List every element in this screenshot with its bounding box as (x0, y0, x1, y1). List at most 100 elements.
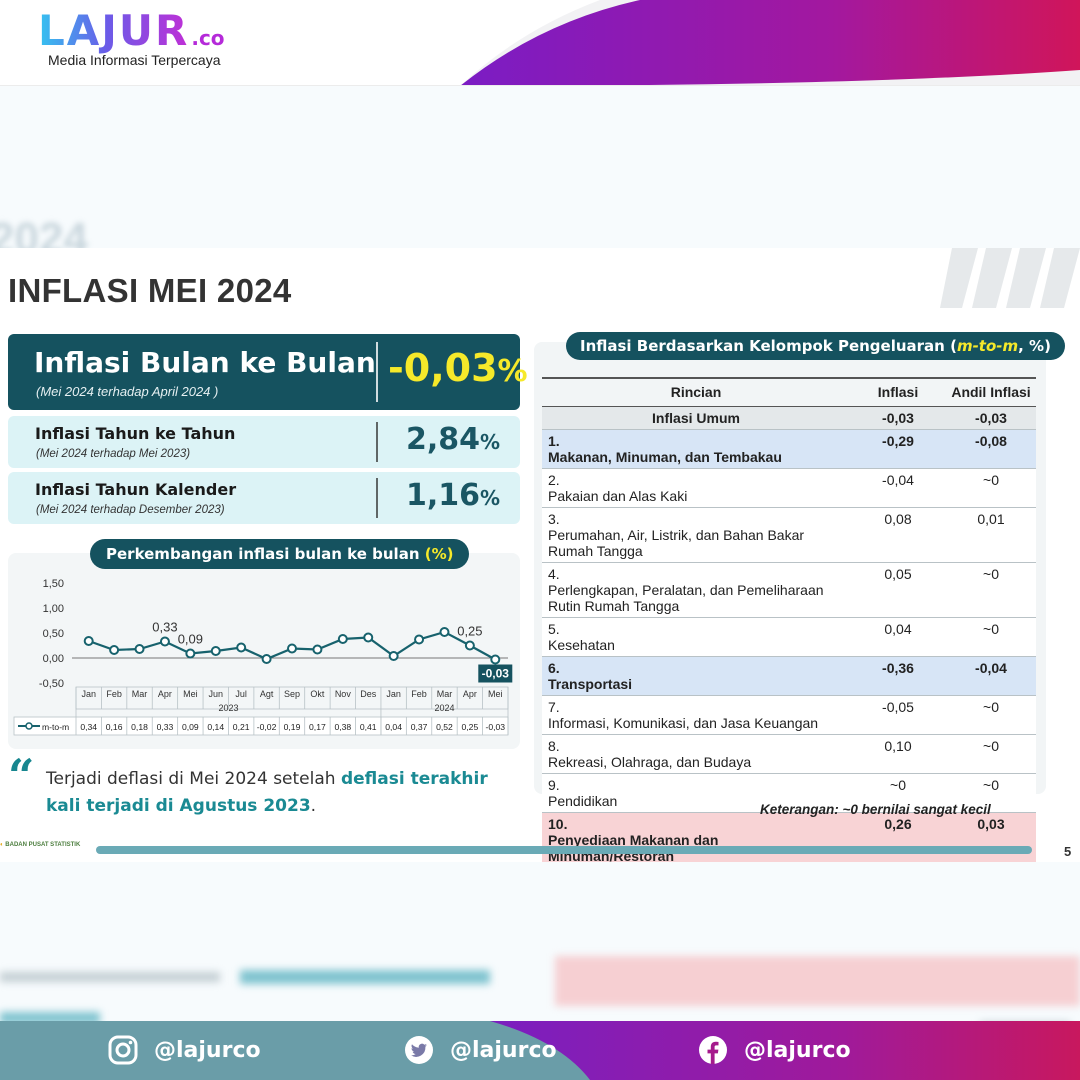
quote-icon: “ (8, 749, 35, 803)
y-tick-label: -0,50 (39, 678, 64, 690)
instagram-link[interactable]: @lajurco (108, 1035, 261, 1065)
card-inflation-ytd: Inflasi Tahun Kalender (Mei 2024 terhada… (8, 472, 520, 524)
card-mtm-label: Inflasi Bulan ke Bulan (34, 346, 376, 379)
inflation-group-table: Rincian Inflasi Andil Inflasi Inflasi Um… (542, 377, 1036, 862)
table-row: 8.Rekreasi, Olahraga, dan Budaya 0,10 ~0 (542, 734, 1036, 774)
slide-title: INFLASI MEI 2024 (8, 272, 292, 309)
cell-rincian: 4.Perlengkapan, Peralatan, dan Pemelihar… (542, 562, 850, 618)
data-table-value: 0,19 (284, 722, 301, 732)
data-table-value: 0,34 (80, 722, 97, 732)
cell-label: Transportasi (548, 675, 633, 692)
data-table-value: 0,52 (436, 722, 453, 732)
cell-inflasi: -0,29 (850, 429, 946, 469)
data-table-value: 0,37 (411, 722, 428, 732)
card-yoy-label: Inflasi Tahun ke Tahun (35, 424, 236, 443)
cell-number: 5. (548, 620, 560, 637)
card-inflation-mtm: Inflasi Bulan ke Bulan (Mei 2024 terhada… (8, 334, 528, 410)
cell-andil: ~0 (946, 773, 1036, 813)
x-tick-label: Jan (386, 689, 401, 699)
brand-suffix: .co (191, 26, 225, 50)
data-point (210, 646, 221, 656)
x-tick-label: Apr (463, 689, 477, 699)
table-note: Keterangan: ~0 bernilai sangat kecil (760, 802, 991, 817)
cell-rincian: 8.Rekreasi, Olahraga, dan Budaya (542, 734, 850, 774)
year-group-label: 2024 (434, 703, 454, 713)
table-row: 3.Perumahan, Air, Listrik, dan Bahan Bak… (542, 507, 1036, 563)
data-table-value: 0,18 (131, 722, 148, 732)
table-header-row: Rincian Inflasi Andil Inflasi (542, 377, 1036, 407)
card-mtm-value: -0,03% (388, 346, 528, 390)
table-row-inflasi-umum: Inflasi Umum -0,03 -0,03 (542, 406, 1036, 430)
x-tick-label: Mar (132, 689, 148, 699)
x-tick-label: Apr (158, 689, 172, 699)
data-point (159, 636, 170, 647)
table-row: 4.Perlengkapan, Peralatan, dan Pemelihar… (542, 562, 1036, 618)
data-label: -0,03 (482, 667, 510, 681)
infographic-slide: INFLASI MEI 2024 Inflasi Bulan ke Bulan … (0, 248, 1080, 862)
blurred-bottom-decoration (0, 956, 1080, 1021)
data-point (414, 634, 425, 645)
data-table-value: -0,03 (485, 722, 505, 732)
mtm-line-chart: 1,50 1,00 0,50 0,00 -0,50 Jan 0,34 Feb 0,16 Mar 0,… (13, 578, 513, 736)
twitter-link[interactable]: @lajurco (404, 1035, 557, 1065)
cell-number: 1. (548, 432, 560, 449)
data-point (490, 654, 501, 665)
data-table-value: 0,17 (309, 722, 326, 732)
x-tick-label: Nov (335, 689, 352, 699)
cell-inflasi: 0,08 (850, 507, 946, 563)
cell-label: Perumahan, Air, Listrik, dan Bahan Bakar… (548, 526, 805, 559)
cell-rincian: 1.Makanan, Minuman, dan Tembakau (542, 429, 850, 469)
card-divider (376, 422, 378, 462)
cell-andil: ~0 (946, 695, 1036, 735)
data-label: 0,09 (178, 632, 203, 647)
cell-label: Pendidikan (548, 792, 618, 809)
data-point (236, 642, 247, 653)
cell-label: Pakaian dan Alas Kaki (548, 487, 688, 504)
x-tick-label: Agt (260, 689, 274, 699)
cell-number: 9. (548, 776, 560, 793)
facebook-link[interactable]: @lajurco (698, 1035, 851, 1065)
data-point (134, 644, 145, 654)
twitter-icon (405, 1036, 433, 1064)
data-point (185, 648, 196, 659)
header-andil: Andil Inflasi (946, 377, 1036, 407)
cell-label: Inflasi Umum (542, 406, 850, 430)
data-point (337, 634, 348, 644)
cell-number: 4. (548, 565, 560, 582)
table-row: 1.Makanan, Minuman, dan Tembakau -0,29 -0,… (542, 429, 1036, 469)
card-yoy-sub: (Mei 2024 terhadap Mei 2023) (36, 448, 191, 460)
cell-andil: 0,01 (946, 507, 1036, 563)
brand-logo[interactable]: LAJUR .co Media Informasi Terpercaya (38, 8, 225, 69)
cell-inflasi: 0,04 (850, 617, 946, 657)
data-table-value: 0,25 (462, 722, 479, 732)
cell-inflasi: -0,03 (850, 406, 946, 430)
table-row: 2.Pakaian dan Alas Kaki -0,04 ~0 (542, 468, 1036, 508)
cell-andil: ~0 (946, 468, 1036, 508)
cell-number: 3. (548, 510, 560, 527)
table-row: 5.Kesehatan 0,04 ~0 (542, 617, 1036, 657)
table-title-pill: Inflasi Berdasarkan Kelompok Pengeluaran… (566, 332, 1065, 360)
cell-label: Perlengkapan, Peralatan, dan Pemeliharaa… (548, 581, 824, 614)
cell-rincian: 5.Kesehatan (542, 617, 850, 657)
cell-label: Kesehatan (548, 636, 615, 653)
data-point (464, 640, 475, 651)
header-inflasi: Inflasi (850, 377, 946, 407)
quote-text: Terjadi deflasi di Mei 2024 setelah defl… (46, 769, 488, 816)
card-ytd-label: Inflasi Tahun Kalender (35, 480, 237, 499)
cell-inflasi: -0,04 (850, 468, 946, 508)
cell-inflasi: -0,05 (850, 695, 946, 735)
data-table-value: 0,41 (360, 722, 377, 732)
cell-andil: ~0 (946, 734, 1036, 774)
x-tick-label: Des (360, 689, 377, 699)
cell-number: 6. (548, 659, 560, 676)
instagram-icon (108, 1035, 138, 1065)
cell-label: Informasi, Komunikasi, dan Jasa Keuangan (548, 714, 819, 731)
x-tick-label: Jun (209, 689, 224, 699)
x-tick-label: Mar (437, 689, 453, 699)
header-rincian: Rincian (542, 377, 850, 407)
chart-background (8, 553, 520, 749)
bps-logo: ◐ BADAN PUSAT STATISTIK (0, 842, 81, 848)
chart-title-pill: Perkembangan inflasi bulan ke bulan (%) (90, 539, 470, 569)
data-table-value: 0,33 (157, 722, 174, 732)
data-point (287, 643, 297, 654)
